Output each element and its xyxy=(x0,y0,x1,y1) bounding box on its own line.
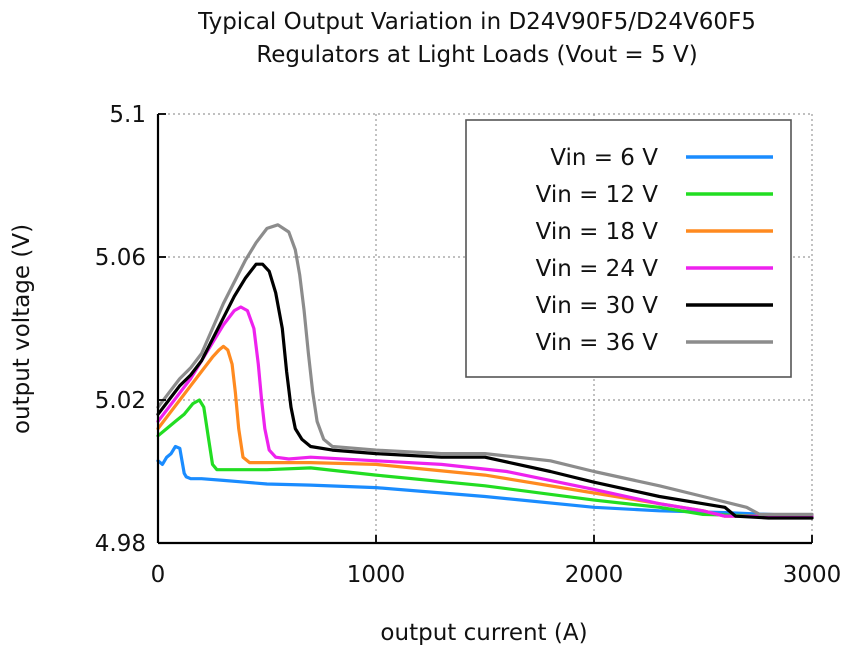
y-axis-label: output voltage (V) xyxy=(9,224,35,434)
axes xyxy=(156,113,813,545)
series-line-2 xyxy=(156,398,814,518)
y-tick-label: 5.02 xyxy=(95,388,146,414)
x-tick-label: 2000 xyxy=(565,562,624,588)
legend: Vin = 6 V Vin = 12 V Vin = 18 V Vin = 24 V V… xyxy=(465,119,792,378)
x-tick-label: 1000 xyxy=(347,562,406,588)
x-tick-label: 0 xyxy=(151,562,166,588)
legend-label-6: Vin = 36 V xyxy=(536,330,659,356)
series-line-1 xyxy=(156,444,814,518)
legend-label-3: Vin = 18 V xyxy=(536,219,659,245)
legend-label-2: Vin = 12 V xyxy=(536,182,659,208)
tick-labels: 4.98 5.02 5.06 5.1 0 1000 2000 3000 xyxy=(95,102,841,588)
x-tick-label: 3000 xyxy=(783,562,842,588)
series-layer xyxy=(156,223,814,520)
y-tick-label: 5.06 xyxy=(95,245,146,271)
chart-title-line-1: Typical Output Variation in D24V90F5/D24… xyxy=(197,9,756,35)
legend-box xyxy=(465,119,792,378)
legend-label-1: Vin = 6 V xyxy=(550,145,658,171)
series-line-6 xyxy=(156,223,814,516)
legend-label-4: Vin = 24 V xyxy=(536,256,659,282)
chart-title-line-2: Regulators at Light Loads (Vout = 5 V) xyxy=(256,42,697,68)
series-line-5 xyxy=(156,262,814,520)
legend-label-5: Vin = 30 V xyxy=(536,293,659,319)
x-axis-label: output current (A) xyxy=(380,620,587,646)
y-tick-label: 5.1 xyxy=(109,102,146,128)
y-tick-label: 4.98 xyxy=(95,531,146,557)
